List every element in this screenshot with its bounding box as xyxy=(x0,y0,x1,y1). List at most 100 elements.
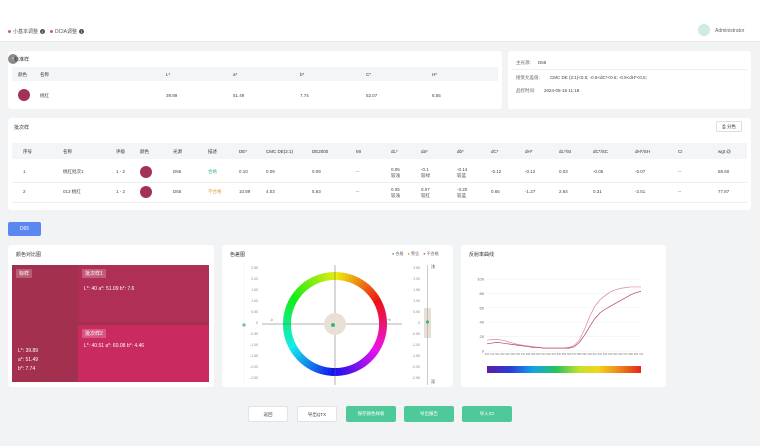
hue-segment xyxy=(334,367,339,376)
hue-segment xyxy=(294,288,303,297)
x-tick-label: 400 xyxy=(485,352,490,356)
save-color-button[interactable]: 保存颜色样板 xyxy=(346,406,396,422)
spectrum-bar xyxy=(487,366,641,373)
hue-segment xyxy=(285,337,295,344)
hue-segment xyxy=(376,334,386,341)
tab-dcia[interactable]: DCIA调整 i xyxy=(50,28,84,35)
standard-label: 标样 xyxy=(16,269,33,278)
back-button[interactable]: 返回 xyxy=(248,406,288,422)
batch-col-header: 名称 xyxy=(63,149,72,154)
hue-segment xyxy=(352,276,360,286)
batch-cell-grade: 1 - 2 xyxy=(116,189,126,194)
standard-table-header xyxy=(12,67,498,81)
col-b: b* xyxy=(300,72,305,77)
info-icon[interactable]: i xyxy=(78,29,84,34)
light-tab-d65[interactable]: D65 xyxy=(8,222,41,236)
light-label: 主光源: xyxy=(516,60,531,65)
standard-L: L*: 39.89 xyxy=(18,348,39,354)
y-tick-label: 40 xyxy=(480,320,485,325)
spectrum-card: 反射率曲线 100 80 60 40 20 0 400 410 420 430 440 450 460 4… xyxy=(461,245,666,387)
hue-segment xyxy=(367,289,377,298)
hue-segment xyxy=(360,357,369,367)
y-tick-label: 100 xyxy=(477,277,484,282)
light-value: D65 xyxy=(538,60,547,65)
y-tick-label: 1.50 xyxy=(251,288,258,292)
hue-segment xyxy=(291,348,301,357)
batch-col-header: 光源 xyxy=(173,149,182,154)
hue-segment xyxy=(304,279,313,289)
import-ici-button[interactable]: 导入ICI xyxy=(462,406,512,422)
batch-cell-light: D65 xyxy=(173,189,182,194)
standard-a: 51.49 xyxy=(233,93,245,98)
hue-segment xyxy=(327,272,333,281)
x-tick-label: 660 xyxy=(618,352,623,356)
hue-segment xyxy=(313,274,321,284)
user-name[interactable]: Administrator xyxy=(715,28,745,34)
hue-segment xyxy=(286,300,296,308)
hue-segment xyxy=(288,297,298,305)
standard-a: a*: 51.49 xyxy=(18,357,39,363)
x-tick-label: 540 xyxy=(557,352,562,356)
row-divider xyxy=(12,202,747,203)
batch-cell-dCSC: 0.31 xyxy=(593,189,602,194)
x-tick-label: 500 xyxy=(536,352,541,356)
x-tick-label: 440 xyxy=(505,352,510,356)
x-tick-label: 650 xyxy=(613,352,618,356)
tolerance-zone xyxy=(324,313,346,335)
reflectance-series-2 xyxy=(486,290,642,349)
batch-cell-CI: -- xyxy=(678,189,681,194)
batch-cell-light: D65 xyxy=(173,169,182,174)
hue-segment xyxy=(378,314,387,320)
batch-col-header: DE2000 xyxy=(312,149,329,154)
batch-col-header: CI xyxy=(678,149,683,154)
batch-col-header: 颜色 xyxy=(140,149,149,154)
batch-cell-DE: 0.10 xyxy=(239,169,248,174)
y-tick-label: 20 xyxy=(480,334,485,339)
hue-segment xyxy=(289,294,299,302)
compare-title: 颜色对比图 xyxy=(16,252,42,258)
standard-b: b*: 7.74 xyxy=(18,366,36,372)
info-icon[interactable]: i xyxy=(40,29,46,34)
colorwheel-card: 色差图 ● 合格 ● 警告 ● 不合格 2.50 2.50 2.00 2.00 1.50… xyxy=(222,245,453,387)
hue-segment xyxy=(350,275,357,284)
x-tick-label: 570 xyxy=(572,352,577,356)
y-tick-label: -2.50 xyxy=(412,376,420,380)
batch-cell-da-note: 较红 xyxy=(421,193,430,198)
batch-cell-db-note: 较蓝 xyxy=(457,173,466,178)
batch-cell-grade: 1 - 2 xyxy=(116,169,126,174)
hue-segment xyxy=(317,273,324,283)
avatar[interactable] xyxy=(698,24,710,36)
axis-left-label: -b xyxy=(270,318,274,322)
batch-col-header: DE* xyxy=(239,149,248,154)
batch-cell-dL-note: 较浅 xyxy=(391,173,400,178)
hue-segment xyxy=(330,367,335,376)
col-H: H* xyxy=(432,72,438,77)
batch1-color-panel: 批次样1 L*: 40 a*: 51.09 b*: 7.6 xyxy=(78,265,209,322)
batch-cell-CI: -- xyxy=(678,169,681,174)
back-icon[interactable]: ‹ xyxy=(8,54,18,64)
share-button[interactable]: ⎙ 分色 xyxy=(716,121,742,132)
export-qtx-button[interactable]: 导出QTX xyxy=(297,406,337,422)
legend-pass: ● 合格 xyxy=(392,251,404,256)
x-tick-label: 560 xyxy=(567,352,572,356)
standard-C: 52.07 xyxy=(366,93,378,98)
share-label: 分色 xyxy=(726,124,736,129)
tab-basic[interactable]: 小基本调整 i xyxy=(8,28,46,35)
batch-col-header: 描述 xyxy=(208,149,217,154)
y-tick-label: 2.50 xyxy=(413,266,420,270)
y-tick-label: 0 xyxy=(418,321,420,325)
col-L: L* xyxy=(166,72,171,77)
tab-dcia-label: DCIA调整 xyxy=(55,29,77,35)
batch-cell-dH: -0.12 xyxy=(525,169,536,174)
hue-segment xyxy=(293,350,303,359)
legend-warn: ● 警告 xyxy=(407,251,420,256)
hue-segment xyxy=(375,304,385,311)
batch-cell-da: 0.07 xyxy=(421,187,430,192)
hue-segment xyxy=(367,351,376,360)
batch-cell-wgt: 77.87 xyxy=(718,189,730,194)
export-report-button[interactable]: 导出报告 xyxy=(404,406,454,422)
spectrum-title: 反射率曲线 xyxy=(469,252,495,258)
tolerance-label: 接受允差值: xyxy=(516,75,540,80)
batch-cell-da: -0.1 xyxy=(421,167,429,172)
standard-title: 标准样 xyxy=(14,57,30,63)
